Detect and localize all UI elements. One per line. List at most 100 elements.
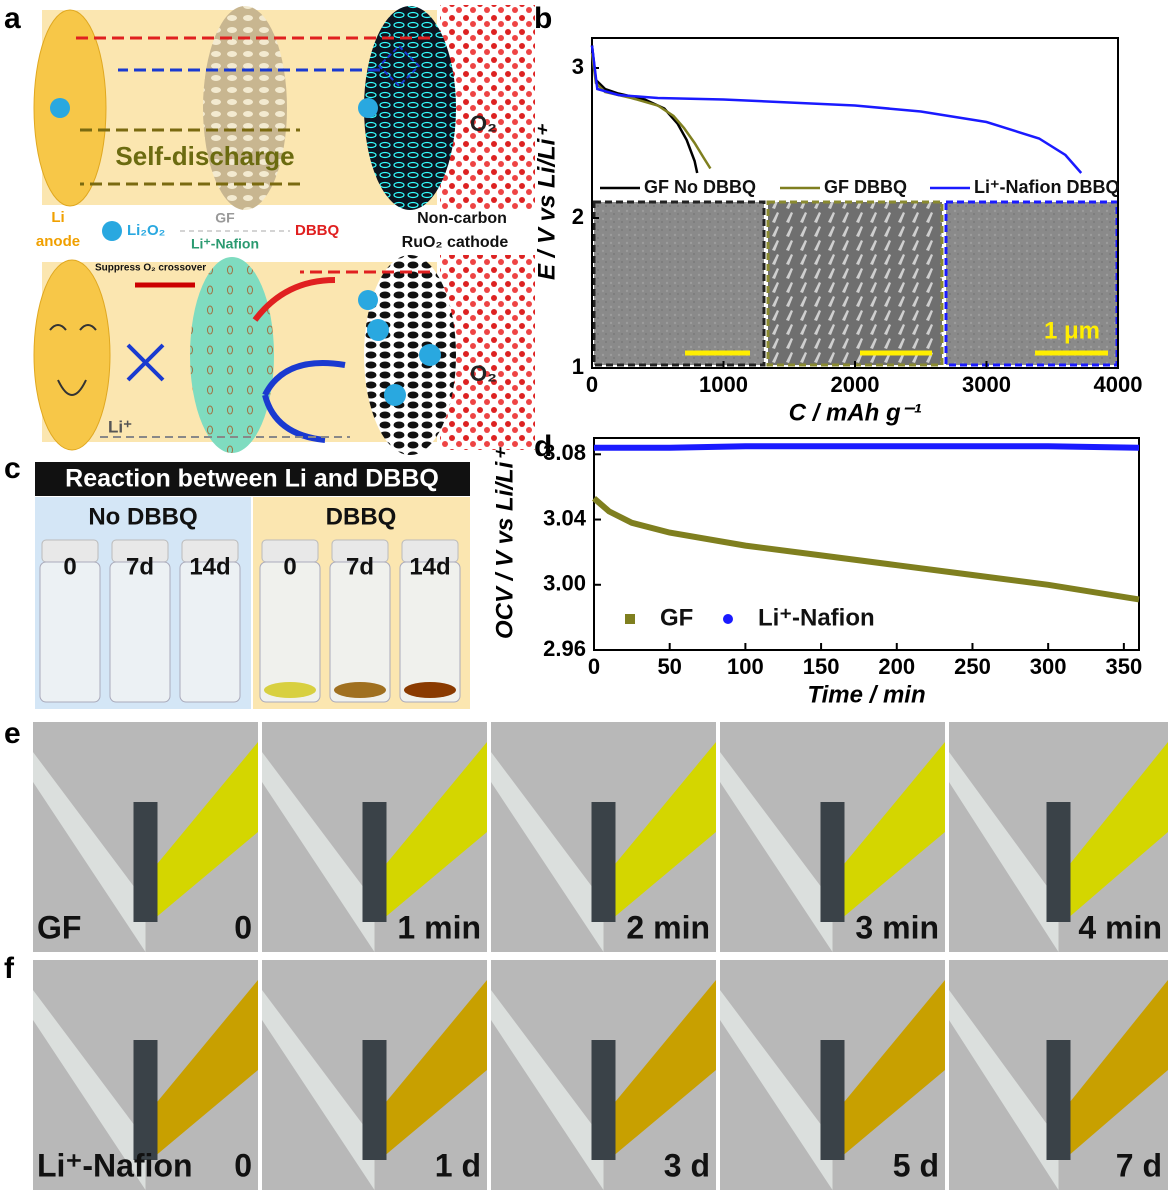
- membrane: [134, 1040, 158, 1160]
- panel-label: c: [4, 452, 21, 485]
- li-ion-label: Li⁺: [108, 417, 132, 436]
- membrane: [592, 1040, 616, 1160]
- legend-label: GF DBBQ: [824, 177, 907, 197]
- o2-label: O₂: [470, 361, 497, 386]
- x-tick-label: 250: [954, 654, 991, 679]
- y-tick-label: 3.04: [543, 505, 587, 530]
- vial-label: 14d: [409, 553, 450, 580]
- x-tick-label: 150: [803, 654, 840, 679]
- group-label: DBBQ: [326, 503, 397, 530]
- y-tick-label: 2.96: [543, 636, 586, 661]
- nafion-membrane: [190, 257, 274, 453]
- li-label: Li: [51, 209, 64, 226]
- membrane: [821, 802, 845, 922]
- legend-label: Li⁺-Nafion: [758, 604, 875, 631]
- li-anode: [34, 260, 110, 450]
- legend-label: GF No DBBQ: [644, 177, 756, 197]
- panel-label: b: [534, 2, 552, 35]
- panel-label: e: [4, 717, 21, 750]
- panel-label: a: [4, 2, 21, 35]
- membrane: [1047, 1040, 1071, 1160]
- gf-label: GF: [215, 210, 235, 226]
- x-tick-label: 0: [586, 372, 598, 397]
- x-tick-label: 300: [1030, 654, 1067, 679]
- sample-label: GF: [37, 909, 81, 945]
- time-label: 3 min: [855, 909, 939, 945]
- x-tick-label: 4000: [1094, 372, 1143, 397]
- membrane: [821, 1040, 845, 1160]
- sem-image: [594, 202, 764, 365]
- li2o2-label: Li₂O₂: [127, 222, 165, 239]
- membrane: [592, 802, 616, 922]
- li2o2-particle: [50, 98, 70, 118]
- legend-label: Li⁺-Nafion DBBQ: [974, 177, 1120, 197]
- sem-image: [768, 202, 942, 365]
- y-axis-label: E / V vs Li/Li⁺: [533, 124, 560, 280]
- li2o2-icon: [102, 221, 122, 241]
- time-label: 0: [234, 1147, 252, 1183]
- dbbq-label: DBBQ: [295, 222, 339, 239]
- vial: [400, 562, 460, 702]
- membrane: [134, 802, 158, 922]
- li2o2-particle: [367, 319, 389, 341]
- panel-label: f: [4, 952, 15, 985]
- figure: Self-discharge O₂ Li anode Li₂O₂ GF Li⁺-…: [0, 0, 1168, 1191]
- cathode-label: RuO₂ cathode: [402, 234, 509, 251]
- group-label: No DBBQ: [88, 503, 197, 530]
- x-tick-label: 3000: [962, 372, 1011, 397]
- x-tick-label: 2000: [831, 372, 880, 397]
- time-label: 1 min: [397, 909, 481, 945]
- vial-liquid: [264, 682, 316, 698]
- legend-marker: [723, 614, 733, 624]
- x-axis-label: C / mAh g⁻¹: [789, 399, 922, 426]
- anode-label: anode: [36, 233, 80, 250]
- series-line: [592, 53, 710, 169]
- vial: [110, 562, 170, 702]
- vial: [260, 562, 320, 702]
- y-tick-label: 3.08: [543, 440, 586, 465]
- cathode-label: Non-carbon: [417, 210, 507, 227]
- sem-insets: 1 μm: [594, 202, 1117, 365]
- y-axis-label: OCV / V vs Li/Li⁺: [491, 447, 518, 639]
- vial-label: 0: [63, 553, 76, 580]
- self-discharge: Self-discharge: [115, 141, 294, 171]
- time-label: 3 d: [664, 1147, 710, 1183]
- x-tick-label: 1000: [699, 372, 748, 397]
- membrane: [363, 1040, 387, 1160]
- time-label: 2 min: [626, 909, 710, 945]
- li2o2-particle: [358, 290, 378, 310]
- li2o2-particle: [419, 344, 441, 366]
- time-label: 5 d: [893, 1147, 939, 1183]
- x-tick-label: 100: [727, 654, 764, 679]
- membrane: [1047, 802, 1071, 922]
- vial-label: 0: [283, 553, 296, 580]
- schematic: Self-discharge O₂ Li anode Li₂O₂ GF Li⁺-…: [34, 5, 535, 455]
- series-line: [592, 46, 697, 174]
- vial: [180, 562, 240, 702]
- chart: 0 50 100 150 200 250 300 350 2.96 3.00 3.04 3.08 Tim…: [491, 438, 1142, 708]
- y-tick-label: 1: [572, 354, 584, 379]
- suppress-label: Suppress O₂ crossover: [95, 263, 206, 274]
- y-tick-label: 3.00: [543, 571, 586, 596]
- time-label: 7 d: [1116, 1147, 1162, 1183]
- series-line: [594, 446, 1139, 448]
- vial-label: 14d: [189, 553, 230, 580]
- vial: [40, 562, 100, 702]
- nafion-label: Li⁺-Nafion: [191, 236, 259, 252]
- x-tick-label: 200: [878, 654, 915, 679]
- x-tick-label: 350: [1106, 654, 1143, 679]
- series-line: [594, 498, 1139, 599]
- time-label: 1 d: [435, 1147, 481, 1183]
- y-tick-label: 2: [572, 204, 584, 229]
- cathode: [364, 255, 456, 455]
- legend-label: GF: [660, 604, 693, 631]
- membrane: [363, 802, 387, 922]
- vials-title: Reaction between Li and DBBQ: [65, 465, 439, 493]
- x-axis-label: Time / min: [807, 681, 925, 708]
- y-tick-label: 3: [572, 54, 584, 79]
- vial-liquid: [334, 682, 386, 698]
- vial-label: 7d: [346, 553, 374, 580]
- x-tick-label: 50: [657, 654, 681, 679]
- vial-label: 7d: [126, 553, 154, 580]
- x-tick-label: 0: [588, 654, 600, 679]
